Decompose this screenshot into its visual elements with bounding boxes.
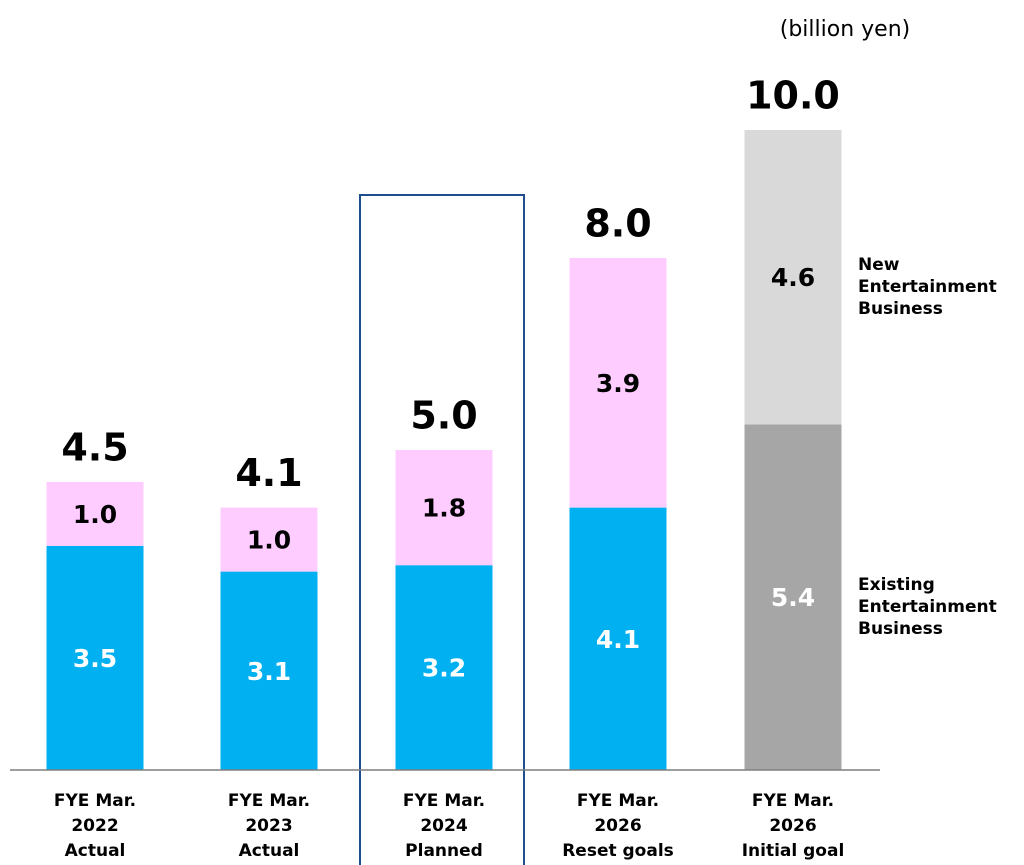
bar-segment [395,565,493,770]
highlight-box [359,194,525,865]
total-label: 10.0 [746,74,840,118]
segment-label: 1.0 [247,526,291,555]
bar-segment [744,130,842,425]
category-label: FYE Mar. [752,791,834,811]
category-label: Actual [65,841,126,861]
total-label: 8.0 [584,202,651,246]
category-label: FYE Mar. [403,791,485,811]
bar-segment [46,546,144,770]
bar-segment [46,482,144,546]
total-label: 4.1 [235,451,302,495]
bar-segment [744,424,842,770]
category-label: 2024 [420,816,467,836]
segment-label: 3.9 [596,369,640,398]
bar-segment [395,450,493,566]
category-label: 2026 [594,816,641,836]
bar-segment [569,507,667,770]
segment-label: 3.1 [247,657,291,686]
category-label: Initial goal [742,841,845,861]
total-label: 4.5 [61,426,128,470]
bar-segment [220,507,318,572]
legend-label: Existing Entertainment Business [858,575,997,640]
total-label: 5.0 [410,394,477,438]
category-label: 2026 [769,816,816,836]
segment-label: 1.0 [73,500,117,529]
unit-label: (billion yen) [780,17,910,42]
category-label: Actual [239,841,300,861]
segment-label: 1.8 [422,494,466,523]
segment-label: 5.4 [771,583,815,612]
category-label: FYE Mar. [577,791,659,811]
segment-label: 3.2 [422,654,466,683]
bar-segment [220,571,318,770]
category-label: Planned [405,841,483,861]
category-label: 2022 [71,816,118,836]
category-label: FYE Mar. [54,791,136,811]
segment-label: 4.6 [771,263,815,292]
category-label: FYE Mar. [228,791,310,811]
bar-segment [569,258,667,508]
legend-label: New Entertainment Business [858,255,997,320]
category-label: Reset goals [562,841,674,861]
category-label: 2023 [245,816,292,836]
segment-label: 4.1 [596,625,640,654]
segment-label: 3.5 [73,644,117,673]
